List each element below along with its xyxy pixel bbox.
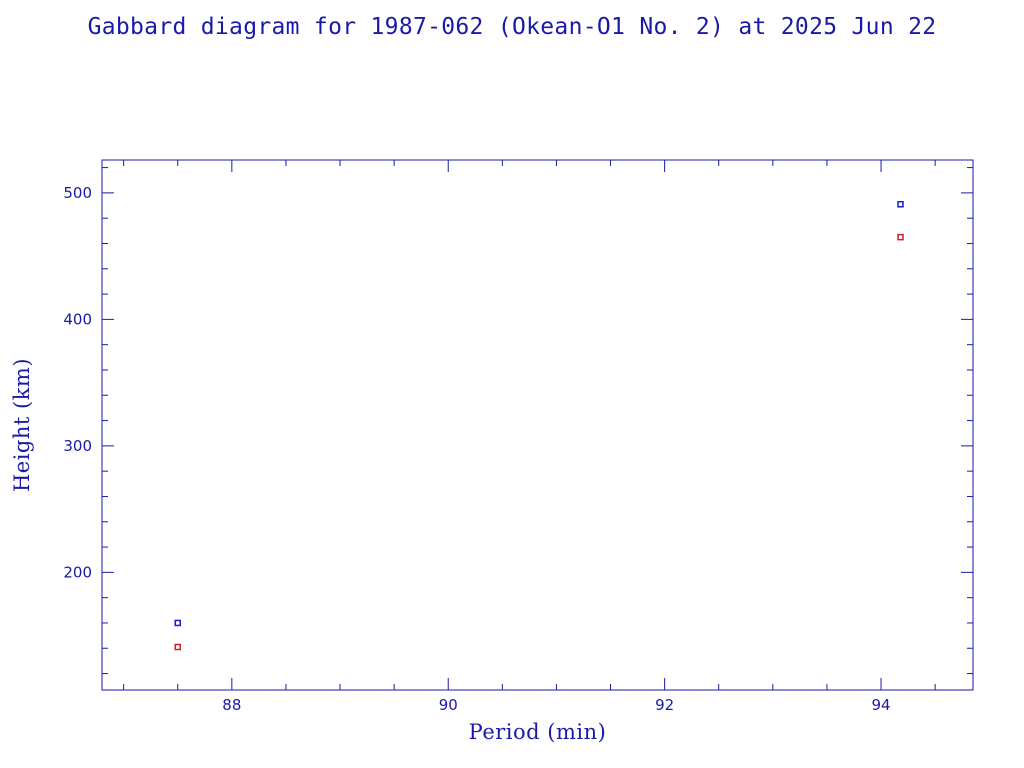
x-tick-label: 88 bbox=[222, 696, 241, 714]
y-tick-label: 500 bbox=[63, 184, 92, 202]
apogee-point bbox=[897, 201, 904, 208]
perigee-point bbox=[174, 643, 181, 651]
x-tick-label: 92 bbox=[655, 696, 674, 714]
x-axis-label: Period (min) bbox=[469, 720, 607, 744]
y-tick-label: 400 bbox=[63, 310, 92, 328]
axis-tick-labels: 88 90 92 94 200 300 400 500 bbox=[63, 184, 890, 714]
plot-frame bbox=[101, 159, 974, 691]
axis-ticks bbox=[102, 160, 973, 690]
y-axis-label: Height (km) bbox=[10, 358, 34, 492]
chart-title: Gabbard diagram for 1987-062 (Okean-O1 N… bbox=[87, 14, 937, 40]
y-tick-label: 200 bbox=[63, 563, 92, 581]
x-tick-label: 90 bbox=[439, 696, 458, 714]
y-tick-label: 300 bbox=[63, 437, 92, 455]
apogee-point bbox=[174, 619, 181, 627]
x-tick-label: 94 bbox=[871, 696, 890, 714]
data-points bbox=[174, 201, 904, 651]
perigee-point bbox=[897, 233, 904, 241]
